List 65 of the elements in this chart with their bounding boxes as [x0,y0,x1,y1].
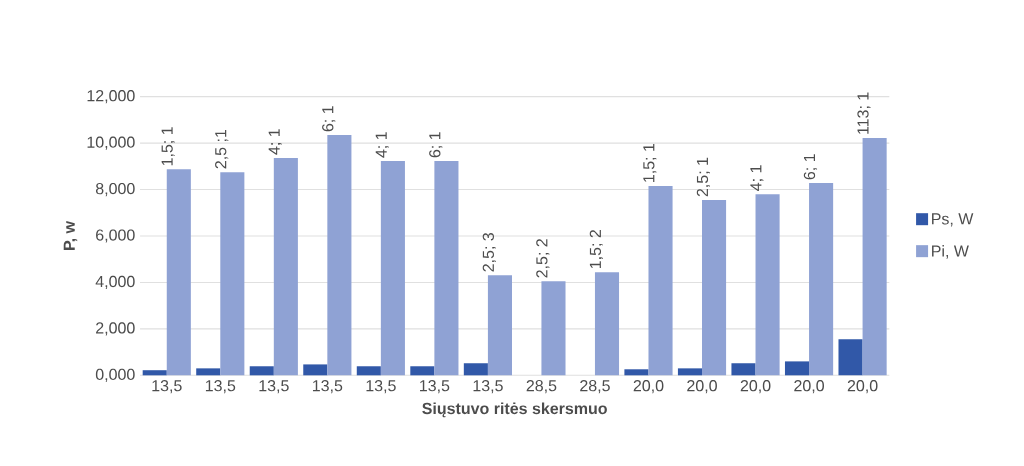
bar [541,281,566,376]
bar [731,363,756,376]
legend-label: Pi, W [932,245,969,259]
y-tick-label: 2,000 [96,322,135,336]
annotation: 6; 1 [429,132,443,158]
x-tick-label: 20,0 [687,380,717,394]
x-tick-label: 20,0 [794,380,824,394]
annotation: 4; 1 [268,129,282,155]
bar [356,366,381,376]
annotation: 4; 1 [750,165,764,191]
x-tick-label: 20,0 [633,380,664,394]
y-tick-label: 0,000 [95,368,135,382]
x-tick-label: 13,5 [420,380,450,394]
x-tick-label: 28,5 [526,380,557,394]
bar [196,368,221,376]
annotation: 1,5; 1 [643,143,657,182]
bar [648,186,673,376]
bar [702,199,727,376]
bar [838,339,863,376]
y-axis-title: P, w [63,220,78,250]
bar [410,366,435,376]
annotation: 2,5; 3 [482,232,496,272]
x-tick-label: 28,5 [580,380,610,394]
annotation: 1,5; 1 [161,127,175,166]
bar [166,169,191,376]
y-tick-label: 12,000 [87,90,135,104]
bar [809,183,834,376]
y-tick-label: 6,000 [96,229,135,243]
x-tick-label: 20,0 [847,380,878,394]
x-tick-label: 13,5 [473,380,503,394]
bar [327,134,352,376]
annotation: 4; 1 [375,132,389,158]
x-tick-label: 13,5 [366,380,396,394]
bar [142,370,167,376]
annotation: 2,5 ;1 [215,129,229,169]
annotation: 2,5; 2 [536,239,550,278]
bar [624,369,649,376]
bar [862,137,887,376]
bar [784,361,810,376]
bar [249,366,274,376]
x-tick-label: 13,5 [205,380,236,394]
x-axis-title: Siųstuvo ritės skersmuo [422,402,607,418]
bar [463,363,488,376]
legend-label: Ps, W [932,213,974,227]
bar [220,172,245,376]
annotation: 1,5; 2 [589,230,603,269]
y-tick-label: 10,000 [87,136,135,150]
bar [755,194,780,376]
bar [677,368,702,376]
bar [434,160,459,376]
annotation: 6; 1 [322,106,336,132]
annotation: 113; 1 [857,92,871,134]
annotation: 2,5; 1 [696,157,710,197]
x-tick-label: 20,0 [740,380,771,394]
x-tick-label: 13,5 [259,380,289,394]
bar [487,275,512,376]
y-tick-label: 4,000 [95,275,135,290]
bar [303,364,328,376]
annotation: 6; 1 [803,154,818,180]
bar [594,272,620,376]
x-tick-label: 13,5 [312,380,343,394]
x-tick-label: 13,5 [152,380,182,394]
bar [273,157,298,376]
bar [380,160,405,376]
y-tick-label: 8,000 [95,182,135,197]
